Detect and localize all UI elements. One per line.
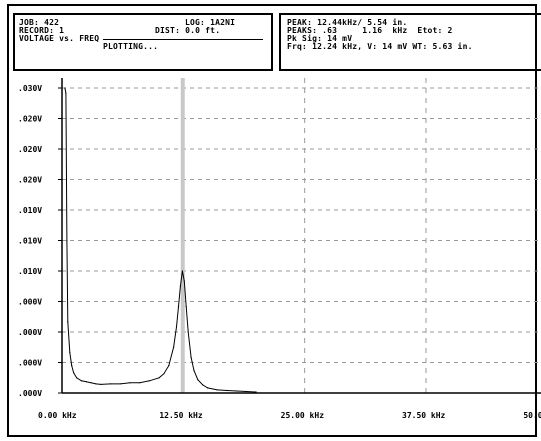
series-point <box>163 373 165 375</box>
x-tick-label: 50.00 kHz <box>523 411 541 420</box>
series-point <box>71 365 73 367</box>
series-point <box>76 377 78 379</box>
y-tick-label: .000V <box>18 298 42 307</box>
series-point <box>109 383 112 385</box>
peak-marker <box>180 78 185 393</box>
series-point <box>207 387 209 389</box>
pk-sig-label: Pk Sig: 14 mV <box>287 34 353 43</box>
series-point <box>65 92 67 94</box>
y-tick-label: .000V <box>18 389 42 398</box>
series-point <box>158 377 160 379</box>
mode-divider <box>103 39 263 40</box>
series-point <box>129 382 131 384</box>
peak-label: PEAK: 12.44kHz/ 5.54 in. <box>287 18 408 27</box>
x-tick-label: 0.00 kHz <box>38 411 77 420</box>
y-tick-label: .020V <box>18 176 42 185</box>
series-point <box>183 280 185 282</box>
series-point <box>168 365 170 367</box>
display-frame <box>7 4 537 437</box>
series-point <box>190 356 192 358</box>
distance-label: DIST: 0.0 ft. <box>155 26 221 35</box>
x-tick-label: 37.50 kHz <box>402 411 446 420</box>
series-point <box>119 383 121 385</box>
series-point <box>245 390 247 393</box>
mode-label: VOLTAGE vs. FREQ <box>19 34 100 43</box>
series-point <box>85 381 87 383</box>
y-tick-label: .010V <box>18 237 42 246</box>
y-tick-label: .020V <box>18 145 42 154</box>
series-point <box>185 306 187 308</box>
chart-axes <box>61 78 541 394</box>
series-point <box>80 380 82 382</box>
series-point <box>73 372 75 374</box>
y-tick-label: .000V <box>18 328 42 337</box>
y-axis-ticks: .030V .020V .020V .020V .010V .010V .010V .000V… <box>18 84 62 398</box>
log-label: LOG: 1A2NI <box>185 18 236 27</box>
y-tick-label: .030V <box>18 84 42 93</box>
peaks-label: PEAKS: .63 1.16 kHz Etot: 2 <box>287 26 453 35</box>
series-point <box>90 382 92 384</box>
spectrum-series <box>64 87 257 393</box>
peak-info-panel: PEAK: 12.44kHz/ 5.54 in. PEAKS: .63 1.16… <box>279 13 541 71</box>
series-point <box>226 389 228 392</box>
x-tick-label: 25.00 kHz <box>281 411 325 420</box>
series-point <box>66 239 68 242</box>
series-point <box>177 306 180 308</box>
series-point <box>148 380 150 382</box>
job-info-panel: JOB: 422 LOG: 1A2NI RECORD: 1 DIST: 0.0 … <box>13 13 273 71</box>
status-label: PLOTTING... <box>103 42 159 51</box>
series-point <box>175 326 178 328</box>
y-tick-label: .000V <box>18 359 42 368</box>
y-tick-label: .010V <box>18 267 42 276</box>
series-point <box>236 390 238 392</box>
series-point <box>179 285 181 287</box>
series-point <box>173 346 175 348</box>
job-label: JOB: 422 <box>19 18 60 27</box>
series-point <box>216 389 218 391</box>
series-point <box>69 351 71 353</box>
peak-marker-group <box>180 78 185 393</box>
series-point <box>95 383 97 385</box>
series-point <box>187 331 189 333</box>
series-point <box>197 379 199 381</box>
series-point <box>202 384 204 386</box>
series-point <box>139 382 141 384</box>
y-tick-label: .020V <box>18 115 42 124</box>
series-point <box>100 383 102 385</box>
series-point <box>255 391 257 393</box>
chart-grid <box>62 78 541 393</box>
record-label: RECORD: 1 <box>19 26 65 35</box>
series-point <box>67 321 69 323</box>
x-tick-label: 12.50 kHz <box>159 411 203 420</box>
series-point <box>64 87 66 89</box>
frequency-readout: Frq: 12.24 kHz, V: 14 mV WT: 5.63 in. <box>287 42 473 51</box>
series-point <box>181 270 183 272</box>
y-tick-label: .010V <box>18 206 42 215</box>
x-axis-ticks: 0.00 kHz 12.50 kHz 25.00 kHz 37.50 kHz 50.00… <box>38 411 541 420</box>
series-point <box>193 370 195 372</box>
